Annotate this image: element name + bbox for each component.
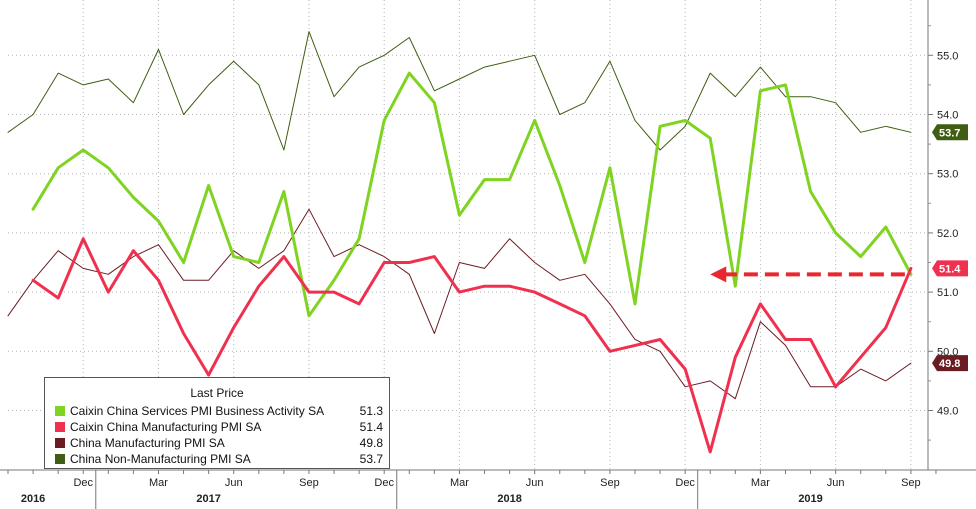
y-tick-label: 55.0 — [937, 50, 958, 62]
x-tick-label: Jun — [827, 477, 845, 489]
x-tick-label: Mar — [149, 477, 168, 489]
legend-entry-value: 51.4 — [359, 420, 383, 434]
x-year-label: 2017 — [196, 493, 220, 505]
legend-entry-china-non-manufacturing: China Non-Manufacturing PMI SA 53.7 — [45, 451, 389, 467]
legend-entry-name: Caixin China Services PMI Business Activ… — [70, 404, 325, 418]
arrow-head — [710, 266, 727, 283]
x-tick-label: Mar — [751, 477, 770, 489]
legend-swatch — [55, 454, 65, 464]
badge-shape — [932, 124, 968, 141]
legend-swatch — [55, 438, 65, 448]
badge-shape — [932, 260, 968, 277]
y-tick-label: 53.0 — [937, 169, 958, 181]
x-year-label: 2016 — [21, 493, 45, 505]
series-line-china_non_manufacturing — [7, 31, 912, 151]
badge-label: 51.4 — [939, 263, 961, 275]
y-tick-label: 54.0 — [937, 110, 958, 122]
legend-entry-caixin-manufacturing: Caixin China Manufacturing PMI SA 51.4 — [45, 419, 389, 435]
y-tick-label: 49.0 — [937, 406, 958, 418]
badge-shape — [932, 355, 968, 372]
badge-label: 53.7 — [939, 127, 960, 139]
legend-swatch — [55, 422, 65, 432]
y-tick-label: 51.0 — [937, 287, 958, 299]
x-tick-label: Dec — [73, 477, 93, 489]
x-tick-label: Dec — [675, 477, 695, 489]
last-price-badges: 53.7 51.4 49.8 — [932, 124, 968, 372]
series-line-caixin_manufacturing — [31, 237, 913, 454]
x-tick-label: Sep — [901, 477, 921, 489]
x-year-label: 2018 — [497, 493, 521, 505]
legend-title: Last Price — [190, 386, 244, 400]
x-tick-label: Mar — [450, 477, 469, 489]
x-tick-label: Jun — [225, 477, 243, 489]
x-tick-label: Dec — [374, 477, 394, 489]
x-tick-label: Jun — [526, 477, 544, 489]
legend: Last Price Caixin China Services PMI Bus… — [44, 377, 390, 469]
series-lines — [7, 31, 913, 454]
legend-entry-name: China Non-Manufacturing PMI SA — [70, 452, 251, 466]
badge-label: 49.8 — [939, 358, 960, 370]
series-line-china_manufacturing — [7, 208, 912, 400]
annotation-arrow — [710, 266, 905, 283]
legend-entry-name: Caixin China Manufacturing PMI SA — [70, 420, 262, 434]
legend-swatch — [55, 406, 65, 416]
x-year-label: 2019 — [798, 493, 822, 505]
y-tick-label: 52.0 — [937, 228, 958, 240]
legend-entry-value: 53.7 — [359, 452, 383, 466]
legend-entry-value: 49.8 — [359, 436, 383, 450]
legend-entry-caixin-services: Caixin China Services PMI Business Activ… — [45, 403, 389, 419]
legend-entry-china-manufacturing: China Manufacturing PMI SA 49.8 — [45, 435, 389, 451]
x-tick-label: Sep — [299, 477, 319, 489]
legend-entry-name: China Manufacturing PMI SA — [70, 436, 225, 450]
grid-lines — [8, 0, 928, 470]
legend-entry-value: 51.3 — [359, 404, 383, 418]
series-line-caixin_services — [31, 71, 913, 318]
x-tick-label: Sep — [600, 477, 620, 489]
